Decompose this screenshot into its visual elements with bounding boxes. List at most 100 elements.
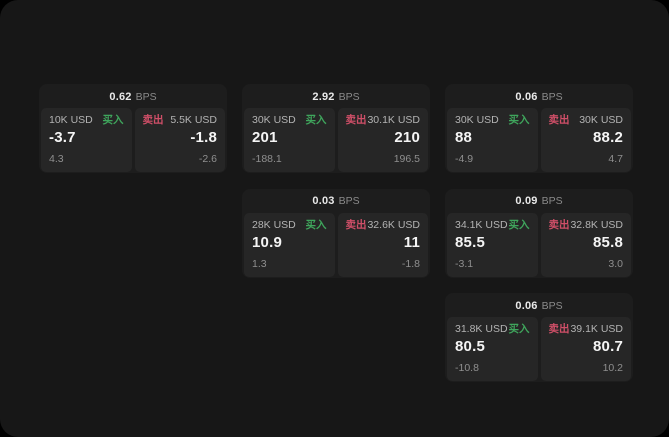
buy-sub-value: 1.3	[252, 257, 267, 270]
buy-size-label: 28K USD	[252, 218, 296, 231]
buy-panel-top: 34.1K USD 买入	[455, 219, 530, 231]
buy-tag: 买入	[508, 323, 530, 335]
buy-panel-top: 10K USD 买入	[49, 114, 124, 126]
sell-price: 11	[403, 233, 420, 251]
sell-size-label: 30.1K USD	[367, 114, 420, 126]
sell-panel-top: 卖出 30.1K USD	[346, 114, 421, 126]
sell-price: 80.7	[593, 338, 623, 355]
buy-price: 80.5	[455, 338, 485, 355]
sell-size-label: 32.8K USD	[570, 218, 623, 231]
card-header: 0.62 BPS	[39, 84, 227, 107]
quote-panels: 31.8K USD 买入 80.5 -10.8 卖出 39.1K USD 80.…	[445, 316, 633, 383]
sell-panel-top: 卖出 32.6K USD	[346, 219, 421, 231]
buy-panel[interactable]: 28K USD 买入 10.9 1.3	[244, 212, 335, 277]
sell-tag: 卖出	[345, 114, 367, 126]
sell-sub-value: 4.7	[608, 153, 623, 165]
bps-value: 0.06	[515, 299, 538, 312]
quote-panels: 30K USD 买入 201 -188.1 卖出 30.1K USD 210 1…	[242, 107, 430, 174]
sell-price: 88.2	[593, 129, 623, 146]
bps-unit: BPS	[338, 195, 360, 207]
card-header: 0.06 BPS	[445, 293, 633, 316]
sell-sub-value: 196.5	[393, 153, 420, 165]
card-header: 2.92 BPS	[242, 84, 430, 107]
buy-panel-top: 30K USD 买入	[455, 114, 530, 126]
sell-size-label: 39.1K USD	[570, 323, 623, 335]
buy-sub-value: -188.1	[252, 153, 282, 165]
buy-price: 88	[455, 129, 473, 146]
sell-size-label: 5.5K USD	[170, 114, 217, 126]
sell-panel[interactable]: 卖出 30.1K USD 210 196.5	[337, 108, 428, 172]
sell-tag: 卖出	[548, 218, 570, 231]
sell-size-label: 32.6K USD	[367, 218, 420, 231]
buy-tag: 买入	[305, 114, 327, 126]
buy-size-label: 31.8K USD	[455, 323, 508, 335]
sell-panel[interactable]: 卖出 32.8K USD 85.8 3.0	[540, 212, 631, 277]
buy-price: 85.5	[455, 233, 485, 251]
sell-tag: 卖出	[345, 218, 367, 231]
card-header: 0.03 BPS	[242, 189, 430, 212]
sell-tag: 卖出	[548, 323, 570, 335]
sell-sub-value: 3.0	[608, 257, 623, 270]
quote-panels: 28K USD 买入 10.9 1.3 卖出 32.6K USD 11 -1.8	[242, 212, 430, 279]
buy-panel-top: 30K USD 买入	[252, 114, 327, 126]
quote-card[interactable]: 0.03 BPS 28K USD 买入 10.9 1.3 卖出 32.6K US…	[242, 188, 430, 279]
buy-tag: 买入	[102, 114, 124, 126]
bps-value: 0.09	[515, 195, 538, 207]
sell-panel-top: 卖出 5.5K USD	[143, 114, 218, 126]
buy-price: 10.9	[252, 233, 282, 251]
buy-sub-value: -4.9	[455, 153, 474, 165]
bps-unit: BPS	[135, 90, 157, 103]
bps-unit: BPS	[338, 90, 360, 103]
sell-panel-top: 卖出 30K USD	[549, 114, 624, 126]
bps-value: 0.03	[312, 195, 335, 207]
bps-unit: BPS	[541, 90, 563, 103]
buy-panel[interactable]: 30K USD 买入 88 -4.9	[447, 108, 538, 172]
sell-panel-top: 卖出 39.1K USD	[549, 323, 624, 335]
buy-sub-value: -10.8	[455, 362, 479, 374]
sell-panel[interactable]: 卖出 30K USD 88.2 4.7	[540, 108, 631, 172]
quote-card[interactable]: 0.06 BPS 31.8K USD 买入 80.5 -10.8 卖出 39.1…	[445, 293, 633, 382]
buy-sub-value: 4.3	[49, 153, 64, 165]
sell-tag: 卖出	[548, 114, 570, 126]
buy-panel-top: 28K USD 买入	[252, 219, 327, 231]
buy-size-label: 30K USD	[252, 114, 296, 126]
quote-panels: 10K USD 买入 -3.7 4.3 卖出 5.5K USD -1.8 -2.…	[39, 107, 227, 174]
sell-panel[interactable]: 卖出 5.5K USD -1.8 -2.6	[134, 108, 225, 172]
sell-sub-value: 10.2	[602, 362, 623, 374]
buy-sub-value: -3.1	[455, 257, 474, 270]
bps-unit: BPS	[541, 195, 563, 207]
quote-panels: 34.1K USD 买入 85.5 -3.1 卖出 32.8K USD 85.8…	[445, 212, 633, 279]
bps-value: 2.92	[312, 90, 335, 103]
buy-size-label: 30K USD	[455, 114, 499, 126]
buy-tag: 买入	[305, 218, 327, 231]
buy-size-label: 10K USD	[49, 114, 93, 126]
sell-panel-top: 卖出 32.8K USD	[549, 219, 624, 231]
bps-value: 0.06	[515, 90, 538, 103]
card-header: 0.06 BPS	[445, 84, 633, 107]
buy-tag: 买入	[508, 114, 530, 126]
sell-price: 210	[394, 129, 420, 146]
sell-sub-value: -1.8	[401, 257, 420, 270]
sell-price: -1.8	[190, 129, 217, 146]
buy-price: -3.7	[49, 129, 76, 146]
quote-card[interactable]: 0.09 BPS 34.1K USD 买入 85.5 -3.1 卖出 32.8K…	[445, 188, 633, 279]
card-header: 0.09 BPS	[445, 189, 633, 212]
quote-card[interactable]: 0.62 BPS 10K USD 买入 -3.7 4.3 卖出 5.5K USD…	[39, 84, 227, 173]
buy-size-label: 34.1K USD	[455, 218, 508, 231]
buy-panel[interactable]: 34.1K USD 买入 85.5 -3.1	[447, 212, 538, 277]
buy-panel[interactable]: 30K USD 买入 201 -188.1	[244, 108, 335, 172]
sell-panel[interactable]: 卖出 32.6K USD 11 -1.8	[337, 212, 428, 277]
quote-panels: 30K USD 买入 88 -4.9 卖出 30K USD 88.2 4.7	[445, 107, 633, 174]
buy-price: 201	[252, 129, 278, 146]
buy-panel[interactable]: 31.8K USD 买入 80.5 -10.8	[447, 317, 538, 381]
bps-unit: BPS	[541, 299, 563, 312]
sell-panel[interactable]: 卖出 39.1K USD 80.7 10.2	[540, 317, 631, 381]
sell-price: 85.8	[593, 233, 623, 251]
quote-card[interactable]: 2.92 BPS 30K USD 买入 201 -188.1 卖出 30.1K …	[242, 84, 430, 173]
buy-panel[interactable]: 10K USD 买入 -3.7 4.3	[41, 108, 132, 172]
sell-size-label: 30K USD	[579, 114, 623, 126]
sell-tag: 卖出	[142, 114, 164, 126]
buy-tag: 买入	[508, 218, 530, 231]
quote-card[interactable]: 0.06 BPS 30K USD 买入 88 -4.9 卖出 30K USD 8…	[445, 84, 633, 173]
